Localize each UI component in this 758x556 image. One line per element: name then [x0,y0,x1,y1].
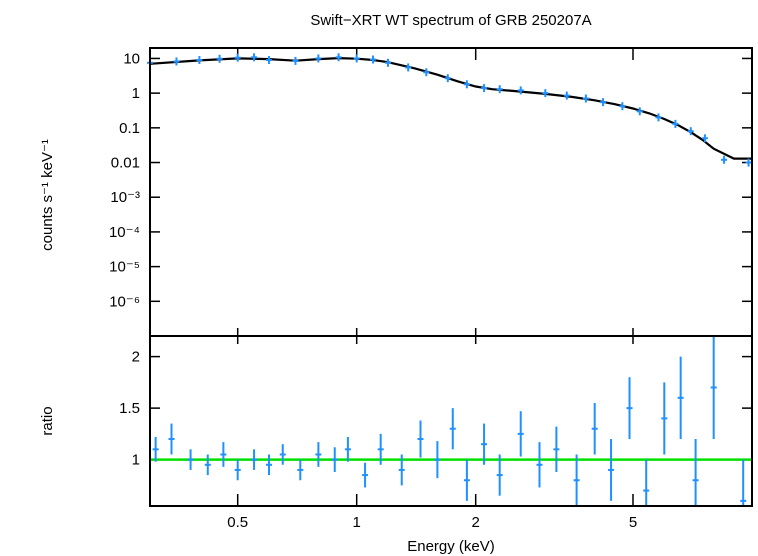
y-tick-label: 10 [123,50,140,67]
model-curve [149,56,752,160]
ratio-y-ticks: 11.52 [119,349,752,469]
x-axis-label: Energy (keV) [407,538,495,555]
y-tick-label: 10⁻⁶ [109,293,140,310]
ratio-point [362,462,369,488]
ratio-point [608,439,615,501]
data-point [444,74,451,83]
y-tick-label: 10⁻⁵ [109,259,140,276]
data-point [384,58,391,67]
data-point [655,113,662,122]
data-point [687,127,694,136]
data-point [563,91,570,100]
ratio-point [251,449,258,470]
ratio-point [517,411,524,457]
x-tick-label: 2 [472,514,480,531]
data-point [600,98,607,107]
y-tick-label: 2 [132,349,140,366]
ratio-point [536,442,543,488]
ratio-point [152,436,159,462]
data-point [216,54,223,63]
data-point [745,158,752,167]
data-point [173,57,180,66]
data-point [405,63,412,72]
chart-title: Swift−XRT WT spectrum of GRB 250207A [310,12,591,29]
ratio-point [265,454,272,476]
y-tick-label: 10⁻³ [110,189,140,206]
y-tick-label: 10⁻⁴ [109,224,140,241]
y-tick-label: 1 [132,452,140,469]
ratio-point [496,454,503,496]
ratio-point [692,439,699,506]
ratio-point [463,459,470,501]
data-point [636,107,643,116]
ratio-point [168,423,175,455]
ratio-y-axis-label: ratio [39,406,56,435]
data-point [463,80,470,89]
ratio-point [710,336,717,440]
ratio-point [279,444,286,465]
ratio-point [220,442,227,467]
data-point [496,85,503,94]
spectrum-y-ticks: 10 1 0.1 0.01 10⁻³ 10⁻⁴ 10⁻⁵ 10⁻⁶ [109,50,752,310]
y-tick-label: 0.01 [111,155,140,172]
data-point [701,134,708,143]
ratio-point [626,377,633,440]
ratio-point [344,436,351,462]
data-point [315,54,322,63]
x-tick-label: 5 [629,514,637,531]
ratio-point [553,426,560,472]
ratio-point [204,454,211,476]
data-point [721,155,728,164]
ratio-point [449,408,456,450]
y-tick-label: 1.5 [119,400,140,417]
x-tick-label: 0.5 [227,514,248,531]
ratio-point [315,442,322,467]
data-point [292,56,299,65]
data-point [251,53,258,62]
ratio-point [573,454,580,506]
data-point [619,102,626,111]
ratio-point [377,433,384,465]
ratio-data-series [152,336,747,506]
ratio-point [417,420,424,458]
ratio-point [331,447,338,472]
ratio-point [740,459,747,506]
y-tick-label: 0.1 [119,120,140,137]
ratio-point [434,441,441,479]
data-point [672,119,679,128]
data-point [542,89,549,98]
ratio-point [398,454,405,486]
x-tick-label: 1 [353,514,361,531]
data-point [353,54,360,63]
ratio-point [297,459,304,481]
model-line [149,56,752,160]
data-point [481,84,488,93]
data-point [517,86,524,95]
ratio-point [187,449,194,470]
data-point [196,56,203,65]
ratio-point [661,382,668,455]
data-point [370,55,377,64]
data-point [265,56,272,65]
ratio-point [677,356,684,440]
y-tick-label: 1 [132,85,140,102]
ratio-point [234,459,241,481]
spectrum-panel-frame [149,47,753,337]
ratio-point [481,423,488,465]
spectrum-y-axis-label: counts s⁻¹ keV⁻¹ [39,139,56,251]
data-point [582,94,589,103]
ratio-point [643,459,650,506]
data-point [335,53,342,62]
spectrum-data-series [147,53,752,167]
ratio-point [591,402,598,455]
data-point [423,68,430,77]
ratio-panel-frame [149,335,753,507]
data-point [234,53,241,62]
